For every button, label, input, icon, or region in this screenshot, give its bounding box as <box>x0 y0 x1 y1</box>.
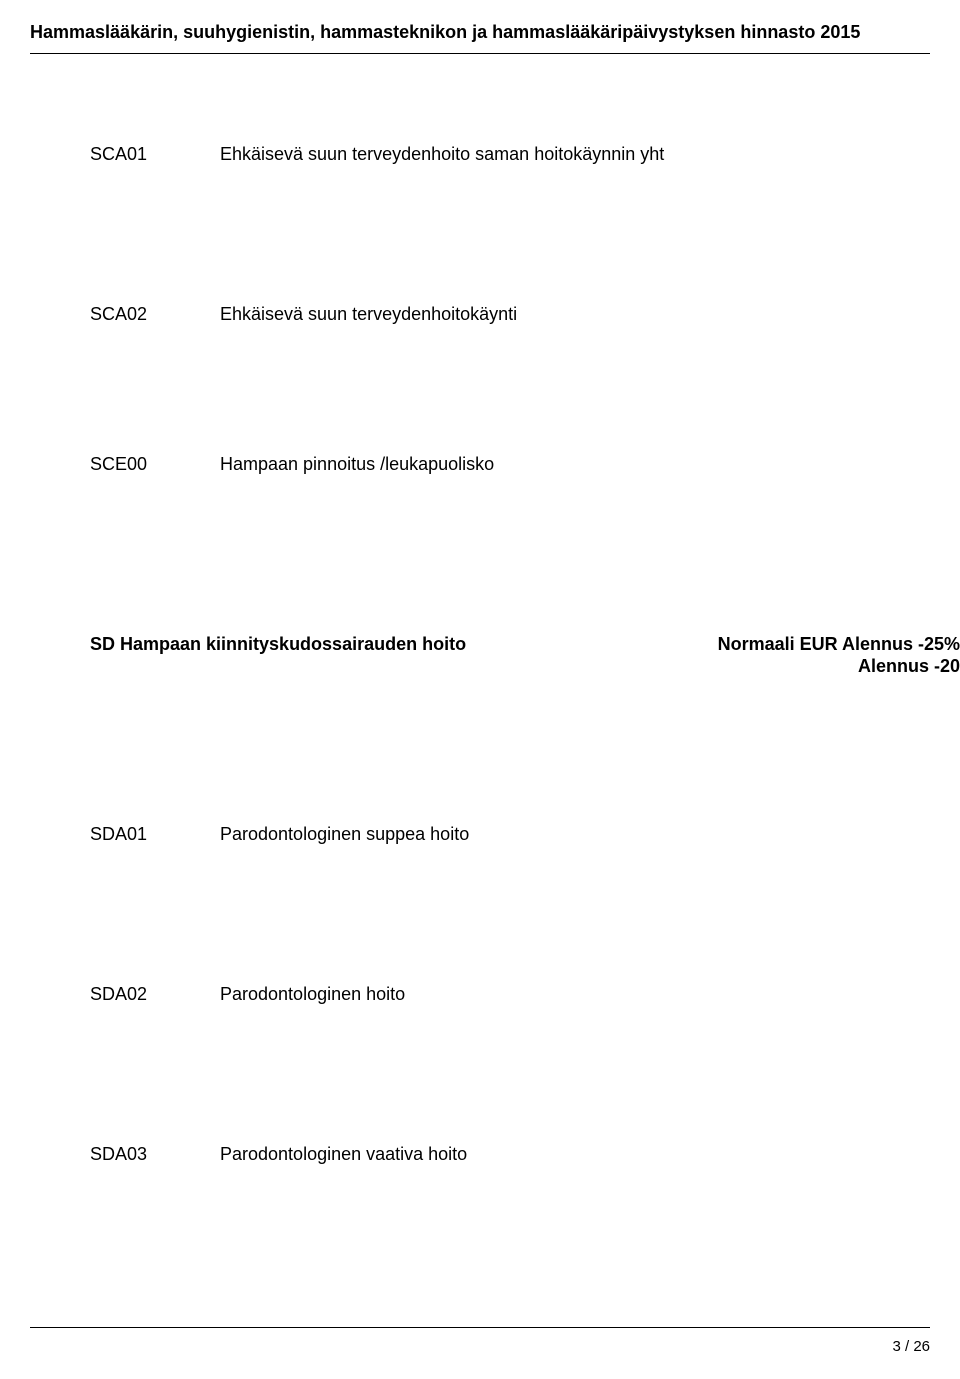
code-cell: SCA01 <box>30 144 220 165</box>
code-cell: SDA02 <box>30 984 220 1005</box>
pricing-label-line1: Normaali EUR Alennus -25% <box>718 634 960 655</box>
desc-cell: Parodontologinen vaativa hoito <box>220 1144 930 1165</box>
page-number: 3 / 26 <box>30 1338 930 1355</box>
table-row: SCA02 Ehkäisevä suun terveydenhoitokäynt… <box>30 304 930 325</box>
table-row: SDA03 Parodontologinen vaativa hoito <box>30 1144 930 1165</box>
content-area: SCA01 Ehkäisevä suun terveydenhoito sama… <box>30 54 930 1294</box>
desc-cell: Parodontologinen hoito <box>220 984 930 1005</box>
desc-cell: Ehkäisevä suun terveydenhoitokäynti <box>220 304 930 325</box>
code-cell: SCA02 <box>30 304 220 325</box>
footer: 3 / 26 <box>30 1327 930 1355</box>
table-row: SDA02 Parodontologinen hoito <box>30 984 930 1005</box>
code-cell: SCE00 <box>30 454 220 475</box>
desc-cell: Parodontologinen suppea hoito <box>220 824 930 845</box>
section-title: SD Hampaan kiinnityskudossairauden hoito <box>30 634 466 655</box>
table-row: SCA01 Ehkäisevä suun terveydenhoito sama… <box>30 144 930 165</box>
desc-cell: Hampaan pinnoitus /leukapuolisko <box>220 454 930 475</box>
table-row: SDA01 Parodontologinen suppea hoito <box>30 824 930 845</box>
page: Hammaslääkärin, suuhygienistin, hammaste… <box>0 0 960 1379</box>
code-cell: SDA01 <box>30 824 220 845</box>
desc-cell: Ehkäisevä suun terveydenhoito saman hoit… <box>220 144 930 165</box>
footer-rule <box>30 1327 930 1328</box>
page-title: Hammaslääkärin, suuhygienistin, hammaste… <box>30 22 930 43</box>
section-header-row: SD Hampaan kiinnityskudossairauden hoito… <box>30 634 930 655</box>
code-cell: SDA03 <box>30 1144 220 1165</box>
pricing-label-line2: Alennus -20 <box>858 656 960 677</box>
table-row: SCE00 Hampaan pinnoitus /leukapuolisko <box>30 454 930 475</box>
